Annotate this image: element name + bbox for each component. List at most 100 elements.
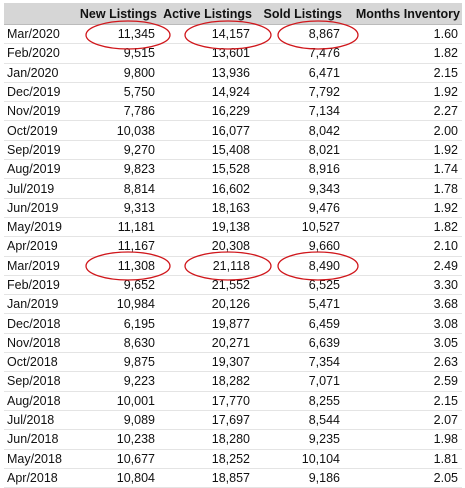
table-cell: 2.63 xyxy=(433,355,458,370)
table-cell: 1.74 xyxy=(433,162,458,177)
table-cell: 6,525 xyxy=(308,278,340,292)
table-cell: 9,270 xyxy=(123,142,155,157)
table-cell: 2.10 xyxy=(433,239,458,254)
table-cell: 7,354 xyxy=(308,355,340,370)
row-label: Jun/2019 xyxy=(7,200,59,215)
table-cell: 10,677 xyxy=(116,451,155,466)
table-row: Jul/2018 9,089 17,697 8,544 2.07 xyxy=(4,411,462,431)
row-label: Apr/2018 xyxy=(7,470,58,485)
table-row: Sep/2018 9,223 18,282 7,071 2.59 xyxy=(4,372,462,392)
row-label: May/2019 xyxy=(7,220,62,235)
table-row: Jan/2019 10,984 20,126 5,471 3.68 xyxy=(4,295,462,315)
table-cell: 10,104 xyxy=(301,451,340,466)
table-cell: 3.68 xyxy=(433,297,458,312)
row-label: Jul/2018 xyxy=(7,413,55,428)
table-cell: 6,195 xyxy=(123,316,155,331)
table-cell: 8,814 xyxy=(123,181,155,196)
table-cell: 14,157 xyxy=(211,27,250,42)
row-label: Aug/2018 xyxy=(7,393,61,408)
table-cell: 3.30 xyxy=(433,278,458,292)
table-cell: 13,601 xyxy=(211,46,250,61)
table-cell: 19,877 xyxy=(211,316,250,331)
table-row: Mar/2020 11,345 14,157 8,867 1.60 xyxy=(4,25,462,45)
table-cell: 19,307 xyxy=(211,355,250,370)
table-cell: 9,223 xyxy=(123,374,155,389)
row-label: Jan/2020 xyxy=(7,65,59,80)
table-cell: 1.92 xyxy=(433,200,458,215)
table-cell: 2.59 xyxy=(433,374,458,389)
table-cell: 9,800 xyxy=(123,65,155,80)
table-cell: 8,490 xyxy=(308,258,340,273)
row-label: Sep/2018 xyxy=(7,374,61,389)
listings-table: New Listings Active Listings Sold Listings… xyxy=(4,3,462,488)
table-row: Mar/2019 11,308 21,118 8,490 2.49 xyxy=(4,257,462,276)
header-row: New Listings Active Listings Sold Listings… xyxy=(4,3,462,25)
table-row: Feb/2020 9,515 13,601 7,476 1.82 xyxy=(4,44,462,64)
table-row: Aug/2019 9,823 15,528 8,916 1.74 xyxy=(4,160,462,180)
table-row: Aug/2018 10,001 17,770 8,255 2.15 xyxy=(4,392,462,411)
table-cell: 17,697 xyxy=(211,413,250,428)
row-label: Oct/2018 xyxy=(7,355,58,370)
table-cell: 8,544 xyxy=(308,413,340,428)
table-cell: 13,936 xyxy=(211,65,250,80)
table-row: Apr/2019 11,167 20,308 9,660 2.10 xyxy=(4,237,462,257)
table-row: Jun/2018 10,238 18,280 9,235 1.98 xyxy=(4,430,462,450)
table-cell: 15,528 xyxy=(211,162,250,177)
row-label: Feb/2020 xyxy=(7,46,60,61)
table-cell: 2.00 xyxy=(433,123,458,138)
table-cell: 18,282 xyxy=(211,374,250,389)
table-cell: 9,089 xyxy=(123,413,155,428)
table-cell: 8,042 xyxy=(308,123,340,138)
header-cell: Months Inventory xyxy=(355,6,460,21)
table-cell: 8,867 xyxy=(308,27,340,42)
table-cell: 9,652 xyxy=(123,278,155,292)
table-cell: 18,163 xyxy=(211,200,250,215)
table-cell: 18,857 xyxy=(211,470,250,485)
table-row: Nov/2019 7,786 16,229 7,134 2.27 xyxy=(4,102,462,122)
row-label: Mar/2019 xyxy=(7,258,60,273)
table-cell: 16,602 xyxy=(211,181,250,196)
table-row: Dec/2018 6,195 19,877 6,459 3.08 xyxy=(4,314,462,334)
table-cell: 19,138 xyxy=(211,220,250,235)
header-cell: New Listings xyxy=(79,6,157,21)
table-row: Feb/2019 9,652 21,552 6,525 3.30 xyxy=(4,276,462,296)
table-cell: 20,126 xyxy=(211,297,250,312)
table-row: Oct/2018 9,875 19,307 7,354 2.63 xyxy=(4,353,462,373)
table-cell: 9,343 xyxy=(308,181,340,196)
row-label: Nov/2019 xyxy=(7,104,61,119)
table-cell: 7,786 xyxy=(123,104,155,119)
table-cell: 1.78 xyxy=(433,181,458,196)
row-label: May/2018 xyxy=(7,451,62,466)
table-cell: 18,280 xyxy=(211,432,250,447)
row-label: Nov/2018 xyxy=(7,335,61,350)
row-label: Jun/2018 xyxy=(7,432,59,447)
row-label: Mar/2020 xyxy=(7,27,60,42)
row-label: Jul/2019 xyxy=(7,181,55,196)
header-cell: Active Listings xyxy=(163,6,252,21)
row-label: Aug/2019 xyxy=(7,162,61,177)
table-cell: 9,186 xyxy=(308,470,340,485)
table-cell: 10,238 xyxy=(116,432,155,447)
table-cell: 9,515 xyxy=(123,46,155,61)
table-cell: 11,181 xyxy=(117,220,155,235)
table-row: Dec/2019 5,750 14,924 7,792 1.92 xyxy=(4,83,462,103)
table-cell: 2.27 xyxy=(433,104,458,119)
table-cell: 8,255 xyxy=(308,393,340,408)
row-label: Feb/2019 xyxy=(7,278,60,292)
table-cell: 9,313 xyxy=(123,200,155,215)
table-row: Jan/2020 9,800 13,936 6,471 2.15 xyxy=(4,64,462,83)
table-cell: 8,021 xyxy=(308,142,340,157)
table-cell: 10,038 xyxy=(116,123,155,138)
table-cell: 16,077 xyxy=(211,123,250,138)
table-cell: 18,252 xyxy=(211,451,250,466)
table-cell: 2.05 xyxy=(433,470,458,485)
table-cell: 10,527 xyxy=(301,220,340,235)
table-cell: 14,924 xyxy=(211,85,250,100)
table-cell: 1.82 xyxy=(433,220,458,235)
table-cell: 6,471 xyxy=(308,65,340,80)
table-cell: 10,804 xyxy=(116,470,155,485)
table-cell: 11,308 xyxy=(117,258,155,273)
table-cell: 3.08 xyxy=(433,316,458,331)
table-cell: 9,823 xyxy=(123,162,155,177)
